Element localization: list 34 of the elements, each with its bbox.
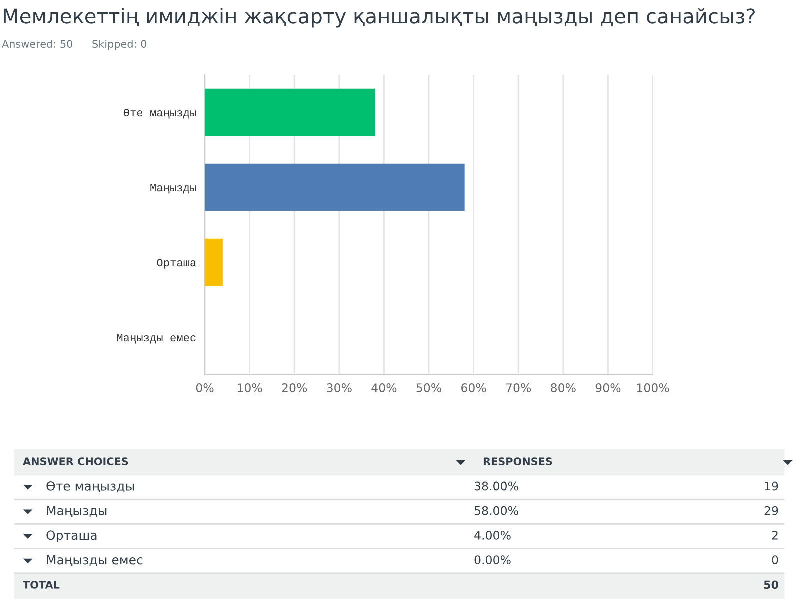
text: Skipped: 0: [92, 40, 147, 50]
chart-title: Мемлекеттің имиджін жақсарту қаншалықты маңызды деп санайсыз?: [4, 8, 755, 28]
x-tick-label: 90%: [596, 384, 621, 392]
text: ANSWER CHOICES: [23, 458, 128, 466]
x-tick-label: 10%: [238, 384, 262, 392]
category-label: Өте маңызды: [46, 481, 134, 492]
y-tick-label: Маңызды емес: [117, 334, 196, 344]
x-tick-label: 30%: [327, 384, 352, 392]
text: 50: [764, 580, 778, 590]
x-tick-label: 20%: [282, 384, 308, 392]
category-label: Маңызды: [47, 506, 107, 518]
text: 19: [765, 482, 778, 491]
text: 4.00%: [474, 530, 511, 540]
text: 29: [764, 506, 778, 516]
text: TOTAL: [23, 581, 60, 589]
y-tick-label: Өте маңызды: [124, 109, 196, 119]
x-tick-label: 60%: [462, 384, 486, 392]
x-tick-label: 100%: [637, 384, 670, 392]
text: 2: [772, 530, 778, 540]
category-label: Орташа: [46, 530, 97, 543]
x-tick-label: 50%: [416, 384, 442, 392]
x-tick-label: 0%: [196, 384, 214, 392]
y-tick-label: Маңызды: [150, 184, 196, 194]
text: 0: [772, 556, 778, 565]
text: 38.00%: [474, 482, 518, 491]
text: 0.00%: [474, 556, 511, 565]
text: Answered: 50: [2, 40, 73, 48]
text: 58.00%: [474, 506, 518, 516]
x-tick-label: 40%: [372, 384, 397, 392]
text: RESPONSES: [484, 458, 552, 466]
category-label: Маңызды емес: [47, 555, 143, 566]
x-tick-label: 80%: [551, 384, 576, 392]
y-tick-label: Орташа: [157, 259, 196, 269]
x-tick-label: 70%: [506, 384, 532, 392]
